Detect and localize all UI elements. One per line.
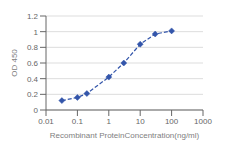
svg-text:0.6: 0.6: [27, 59, 39, 68]
svg-text:0.1: 0.1: [72, 117, 84, 126]
svg-text:100: 100: [165, 117, 179, 126]
svg-text:Recombinant ProteinConcentrati: Recombinant ProteinConcentration(ng/ml): [50, 131, 200, 140]
svg-text:0: 0: [34, 106, 39, 115]
svg-text:10: 10: [136, 117, 145, 126]
svg-text:0.4: 0.4: [27, 75, 39, 84]
svg-text:OD 450: OD 450: [10, 49, 19, 77]
svg-text:0.8: 0.8: [27, 43, 39, 52]
svg-text:0.2: 0.2: [27, 90, 39, 99]
svg-text:1: 1: [34, 28, 39, 37]
svg-text:0.01: 0.01: [38, 117, 54, 126]
svg-text:1.2: 1.2: [27, 12, 39, 21]
svg-text:1000: 1000: [194, 117, 212, 126]
svg-text:1: 1: [107, 117, 112, 126]
